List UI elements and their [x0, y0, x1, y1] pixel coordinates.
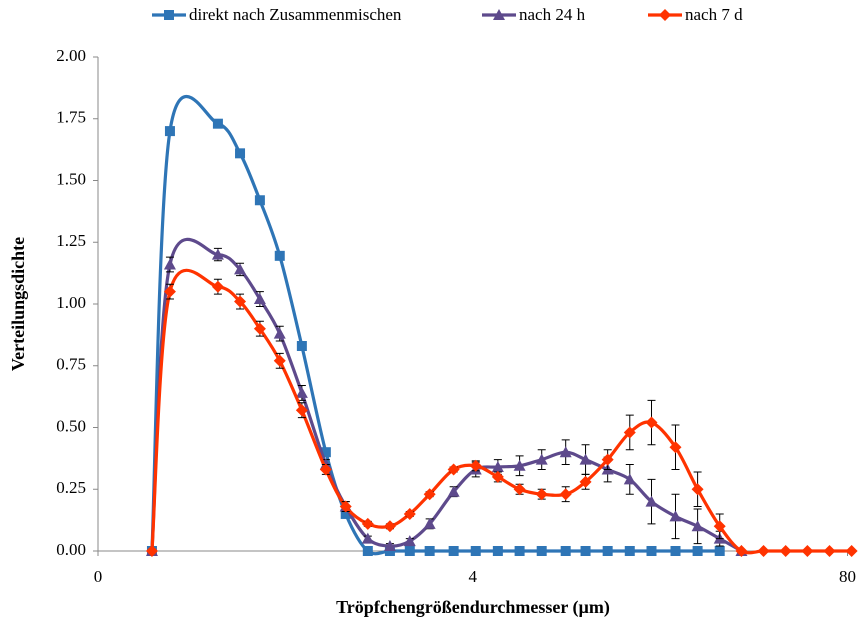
marker [211, 280, 224, 293]
legend-label: direkt nach Zusammenmischen [189, 5, 402, 24]
marker [383, 540, 396, 552]
marker [235, 148, 246, 159]
legend-marker [659, 9, 671, 21]
marker [623, 473, 636, 485]
marker [403, 507, 416, 520]
marker [361, 517, 374, 530]
marker [423, 488, 436, 501]
y-tick-label: 0.50 [56, 416, 86, 435]
x-tick-label: 4 [469, 567, 478, 586]
marker [295, 404, 308, 417]
marker [254, 195, 265, 206]
marker [492, 546, 503, 556]
marker [623, 426, 636, 439]
marker [339, 500, 352, 513]
marker [560, 546, 571, 556]
marker [212, 118, 223, 129]
series-line [150, 268, 852, 555]
marker [513, 483, 526, 496]
marker [513, 459, 526, 471]
marker [579, 475, 592, 488]
marker [448, 546, 459, 556]
marker [296, 340, 307, 351]
marker [253, 322, 266, 335]
y-tick-label: 1.00 [56, 293, 86, 312]
marker [691, 483, 704, 496]
marker [713, 520, 726, 533]
x-tick-label: 0 [94, 567, 103, 586]
marker [536, 546, 547, 556]
marker [801, 545, 814, 557]
y-tick-label: 0.00 [56, 540, 86, 559]
y-tick-label: 0.25 [56, 478, 86, 497]
marker [164, 126, 175, 137]
marker [423, 517, 436, 529]
legend-marker [493, 9, 505, 20]
marker [295, 386, 308, 398]
marker [491, 461, 504, 473]
marker [601, 453, 614, 466]
marker [735, 545, 748, 557]
marker [274, 250, 285, 261]
marker [535, 488, 548, 501]
marker [403, 535, 416, 547]
marker [362, 546, 373, 556]
marker [535, 453, 548, 465]
marker [670, 546, 681, 556]
marker [624, 546, 635, 556]
marker [692, 546, 703, 556]
marker [491, 470, 504, 483]
marker [779, 545, 792, 557]
marker [383, 520, 396, 533]
marker [273, 327, 286, 339]
y-tick-label: 0.75 [56, 355, 86, 374]
marker [273, 354, 286, 367]
marker [234, 263, 247, 275]
x-tick-label: 80 [839, 567, 856, 586]
marker [602, 546, 613, 556]
marker [559, 446, 572, 458]
marker [646, 546, 657, 556]
marker [253, 293, 266, 305]
y-tick-label: 1.75 [56, 108, 86, 127]
marker [319, 463, 332, 476]
marker [823, 545, 836, 557]
marker [163, 285, 176, 298]
marker [757, 545, 770, 557]
y-tick-label: 2.00 [56, 46, 86, 65]
marker [361, 532, 374, 544]
marker [234, 295, 247, 308]
marker [447, 463, 460, 476]
marker [447, 485, 460, 497]
legend-marker [164, 10, 174, 20]
marker [579, 453, 592, 465]
marker [714, 546, 725, 556]
marker [669, 510, 682, 522]
marker [645, 495, 658, 507]
marker [211, 248, 224, 260]
marker [691, 520, 704, 532]
marker [145, 545, 158, 557]
legend-label: nach 24 h [519, 5, 586, 24]
legend-label: nach 7 d [685, 5, 743, 24]
marker [163, 258, 176, 270]
marker [424, 546, 435, 556]
marker [470, 546, 481, 556]
marker [514, 546, 525, 556]
marker [845, 545, 858, 557]
y-tick-label: 1.25 [56, 231, 86, 250]
marker [580, 546, 591, 556]
marker [669, 441, 682, 454]
marker [645, 416, 658, 429]
x-axis-title: Tröpfchengrößendurchmesser (µm) [336, 597, 610, 618]
marker [559, 488, 572, 501]
y-axis-title: Verteilungsdichte [8, 237, 28, 371]
marker [404, 546, 415, 556]
y-tick-label: 1.50 [56, 169, 86, 188]
marker [469, 459, 482, 472]
series-line [150, 237, 743, 553]
